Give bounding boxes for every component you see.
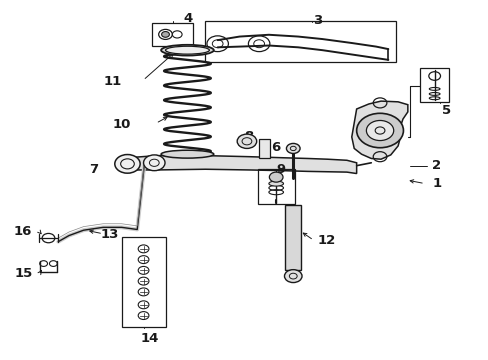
Circle shape [115, 154, 140, 173]
Text: 4: 4 [183, 12, 193, 25]
Bar [258, 169, 294, 204]
Ellipse shape [161, 45, 213, 55]
Text: 12: 12 [317, 234, 335, 247]
Circle shape [237, 134, 256, 148]
Text: 10: 10 [113, 118, 131, 131]
Text: 9: 9 [276, 163, 285, 176]
Text: 14: 14 [140, 332, 158, 345]
Bar [285, 205, 301, 270]
Text: 15: 15 [14, 267, 32, 280]
Text: 8: 8 [244, 130, 253, 144]
Text: 16: 16 [14, 225, 32, 238]
Text: 11: 11 [103, 75, 122, 88]
Text: 2: 2 [431, 159, 441, 172]
Circle shape [161, 32, 169, 37]
Text: 6: 6 [271, 141, 280, 154]
Text: 3: 3 [312, 14, 322, 27]
Circle shape [366, 121, 393, 140]
Ellipse shape [165, 46, 209, 54]
Circle shape [143, 155, 164, 171]
Circle shape [286, 143, 300, 153]
Bar [419, 68, 448, 102]
Polygon shape [127, 156, 356, 174]
Bar [152, 23, 193, 45]
Ellipse shape [161, 150, 213, 158]
Ellipse shape [268, 181, 283, 186]
Circle shape [269, 172, 283, 182]
Text: 5: 5 [441, 104, 450, 117]
Text: 7: 7 [89, 163, 98, 176]
Text: 13: 13 [101, 228, 119, 241]
Bar [259, 139, 269, 158]
Circle shape [284, 270, 302, 283]
Text: 1: 1 [431, 177, 441, 190]
Bar [205, 21, 395, 62]
Circle shape [356, 113, 403, 148]
Polygon shape [351, 101, 407, 159]
Bar [122, 237, 165, 327]
